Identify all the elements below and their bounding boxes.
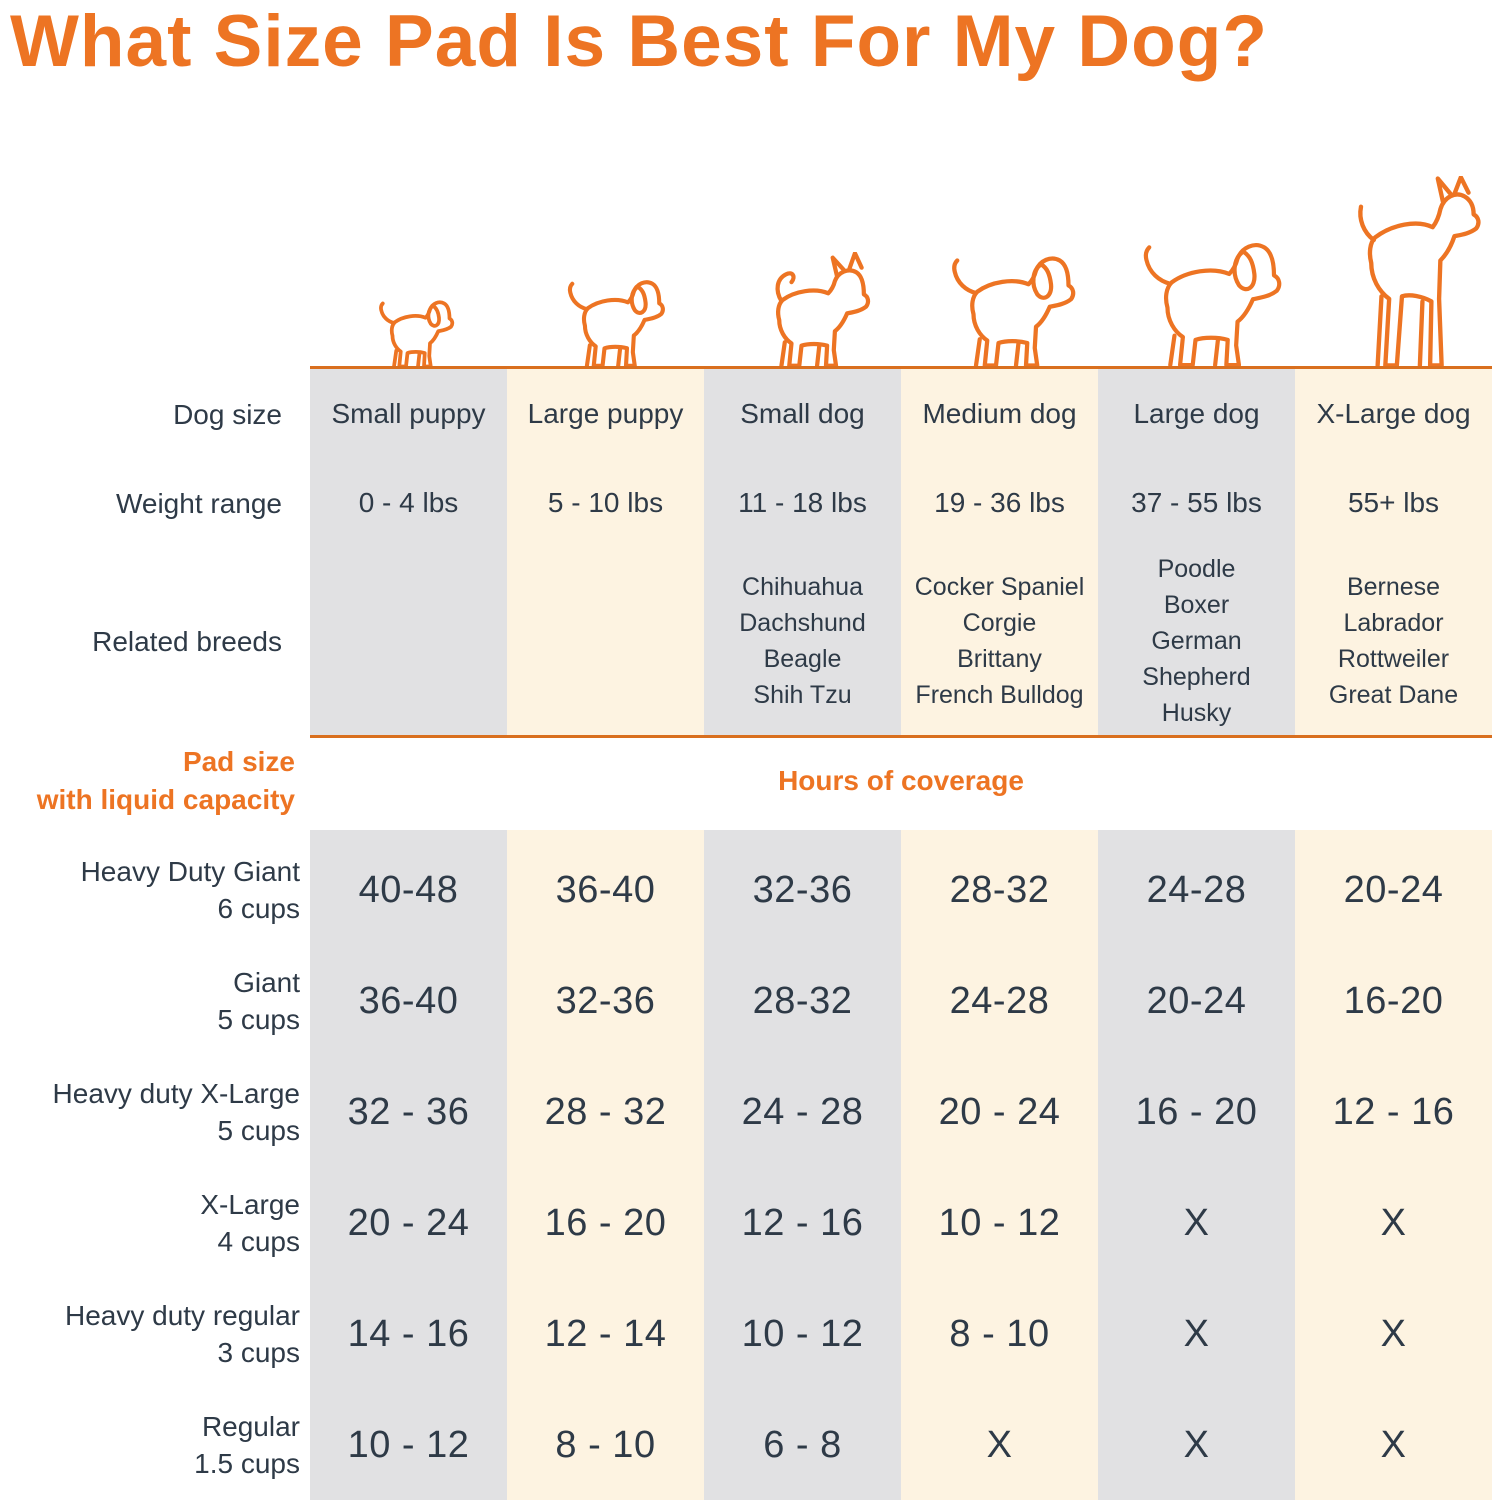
column-bg-x-large-dog [1295,369,1492,735]
hours-cell: 14 - 16 [347,1312,470,1355]
hours-cell: 24 - 28 [741,1090,864,1133]
hours-cell: 28-32 [752,979,853,1022]
hours-cell: 36-40 [358,979,459,1022]
hours-cell: 16 - 20 [1135,1090,1258,1133]
hours-cell: X [1183,1312,1210,1355]
pad-size-group-label: Pad size with liquid capacity [36,746,295,815]
column-bg-small-puppy [310,830,507,1500]
pad-row-label: Heavy duty X-Large 5 cups [52,1078,300,1146]
hours-cell: 10 - 12 [938,1201,1061,1244]
weight-cell: 37 - 55 lbs [1131,487,1262,518]
hours-cell: 32-36 [752,868,853,911]
hours-cell: 20-24 [1343,868,1444,911]
column-bg-x-large-dog [1295,830,1492,1500]
hours-cell: 10 - 12 [741,1312,864,1355]
pad-row-label: Heavy duty regular 3 cups [64,1300,300,1368]
hours-cell: X [1380,1201,1407,1244]
divider-mid [310,735,1492,738]
pad-row-heavy-duty-regular: Heavy duty regular 3 cups 14 - 16 12 - 1… [0,1279,1492,1389]
column-bg-small-dog [704,830,901,1500]
column-backgrounds-lower [310,830,1492,1500]
column-bg-medium-dog [901,369,1098,735]
breeds-cell: Cocker Spaniel Corgie Brittany French Bu… [914,573,1085,709]
hours-cell: 10 - 12 [347,1423,470,1466]
dog-icon-x-large-dog [1358,176,1481,368]
weight-cell: 55+ lbs [1347,487,1440,518]
pad-row-heavy-duty-giant: Heavy Duty Giant 6 cups 40-48 36-40 32-3… [0,835,1492,945]
hours-cell: 16-20 [1343,979,1444,1022]
pad-row-x-large: X-Large 4 cups 20 - 24 16 - 20 12 - 16 1… [0,1168,1492,1278]
column-bg-large-dog [1098,369,1295,735]
weight-cell: 0 - 4 lbs [358,487,459,518]
hours-cell: 8 - 10 [949,1312,1050,1355]
weight-cell: 19 - 36 lbs [934,487,1065,518]
hours-cell: 12 - 16 [741,1201,864,1244]
hours-cell: X [1183,1423,1210,1466]
hours-cell: 24-28 [1146,868,1247,911]
hours-cell: 20 - 24 [347,1201,470,1244]
dog-icon-medium-dog [952,256,1076,368]
hours-of-coverage-header: Hours of coverage [778,765,1024,796]
column-backgrounds-upper [310,369,1492,735]
hours-cell: 8 - 10 [555,1423,656,1466]
hours-cell: 36-40 [555,868,656,911]
hours-cell: 28-32 [949,868,1050,911]
hours-cell: 40-48 [358,868,459,911]
pad-row-regular: Regular 1.5 cups 10 - 12 8 - 10 6 - 8 X … [0,1390,1492,1500]
hours-cell: 24-28 [949,979,1050,1022]
hours-cell: X [1380,1312,1407,1355]
hours-cell: X [986,1423,1013,1466]
page-title: What Size Pad Is Best For My Dog? [10,1,1268,82]
dog-size-cell: Medium dog [922,398,1077,429]
hours-cell: 20-24 [1146,979,1247,1022]
divider-top [310,366,1492,369]
dog-icon-large-dog [1143,243,1282,368]
weight-cell: 11 - 18 lbs [738,487,867,518]
dog-icon-large-puppy [567,280,665,368]
column-bg-small-puppy [310,369,507,735]
hours-cell: 28 - 32 [544,1090,667,1133]
hours-cell: X [1183,1201,1210,1244]
hours-cell: 6 - 8 [763,1423,842,1466]
hours-cell: 16 - 20 [544,1201,667,1244]
hours-cell: 12 - 16 [1332,1090,1455,1133]
pad-row-heavy-duty-x-large: Heavy duty X-Large 5 cups 32 - 36 28 - 3… [0,1057,1492,1167]
related-breeds-row: Related breeds Chihuahua Dachshund Beagl… [0,550,1492,732]
pad-row-label: Heavy Duty Giant 6 cups [80,856,300,924]
pad-row-giant: Giant 5 cups 36-40 32-36 28-32 24-28 20-… [0,946,1492,1056]
breeds-cell: Poodle Boxer German Shepherd Husky [1142,555,1251,727]
related-breeds-row-label: Related breeds [92,625,282,657]
hours-cell: X [1380,1423,1407,1466]
column-bg-large-puppy [507,369,704,735]
column-bg-large-puppy [507,830,704,1500]
pad-row-label: Giant 5 cups [217,967,301,1035]
breeds-cell: Chihuahua Dachshund Beagle Shih Tzu [739,573,866,709]
dog-size-cell: Small dog [740,398,865,429]
column-bg-large-dog [1098,830,1295,1500]
pad-row-label: X-Large 4 cups [200,1189,300,1257]
hours-cell: 32 - 36 [347,1090,470,1133]
dog-size-row-label: Dog size [173,398,282,430]
dog-size-cell: Large puppy [527,398,684,429]
hours-cell: 12 - 14 [544,1312,667,1355]
dog-size-cell: Large dog [1133,398,1260,429]
dog-size-cell: Small puppy [331,398,486,429]
hours-cell: 20 - 24 [938,1090,1061,1133]
column-bg-small-dog [704,369,901,735]
weight-cell: 5 - 10 lbs [547,487,664,518]
dog-size-row: Dog size Small puppy Large puppy Small d… [0,386,1492,442]
weight-range-row: Weight range 0 - 4 lbs 5 - 10 lbs 11 - 1… [0,475,1492,531]
dog-icon-small-puppy [379,300,455,368]
weight-range-row-label: Weight range [115,487,282,519]
hours-cell: 32-36 [555,979,656,1022]
column-bg-medium-dog [901,830,1098,1500]
breeds-cell: Bernese Labrador Rottweiler Great Dane [1328,573,1459,709]
pad-row-label: Regular 1.5 cups [194,1411,300,1479]
dog-icon-small-dog [775,252,871,368]
dog-size-cell: X-Large dog [1316,398,1471,429]
